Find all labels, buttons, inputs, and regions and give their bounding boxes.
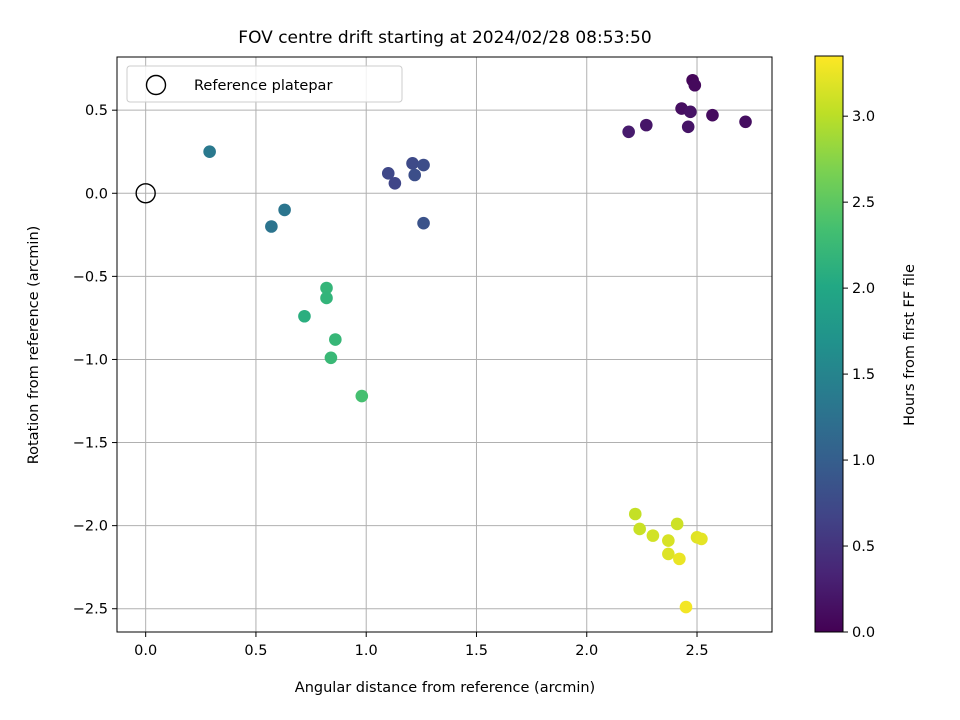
colorbar-tick-label: 1.0: [852, 453, 875, 469]
scatter-point: [684, 105, 697, 119]
x-tick-label: 1.5: [465, 643, 488, 659]
scatter-point: [673, 552, 686, 566]
legend: Reference platepar: [126, 65, 403, 103]
scatter-point: [203, 145, 216, 159]
grid-lines: [117, 57, 772, 632]
scatter-point: [329, 333, 342, 346]
scatter-point: [646, 529, 660, 542]
colorbar-label: Hours from first FF file: [902, 264, 918, 426]
y-tick-label: −2.5: [73, 602, 108, 618]
plot-area: [117, 57, 772, 632]
colorbar-ticks: 0.0 0.5 1.0 1.5 2.0 2.5 3.0: [843, 109, 875, 641]
legend-label: Reference platepar: [194, 78, 332, 94]
colorbar-tick-label: 3.0: [852, 109, 875, 125]
reference-point: [135, 183, 156, 204]
scatter-point: [633, 522, 646, 536]
legend-box: [126, 65, 403, 103]
y-tick-label: 0.0: [85, 186, 108, 202]
x-tick-label: 0.5: [244, 643, 267, 659]
legend-marker-open-circle: [145, 74, 167, 96]
scatter-point: [298, 309, 311, 323]
colorbar-tick-label: 0.5: [852, 539, 875, 555]
x-axis-label: Angular distance from reference (arcmin): [295, 680, 595, 696]
colorbar: [814, 55, 844, 633]
y-tick-label: 0.5: [85, 103, 108, 119]
scatter-point: [622, 125, 635, 139]
scatter-point: [320, 281, 333, 295]
y-axis-ticks: 0.5 0.0 −0.5 −1.0 −1.5 −2.0 −2.5: [73, 103, 117, 618]
y-tick-label: −1.5: [73, 436, 108, 452]
scatter-point: [670, 517, 684, 531]
scatter-point: [278, 203, 291, 217]
scatter-point: [639, 118, 653, 132]
scatter-point: [408, 168, 422, 182]
x-tick-label: 2.5: [685, 643, 708, 659]
chart-title: FOV centre drift starting at 2024/02/28 …: [238, 28, 651, 48]
scatter-point: [681, 120, 695, 134]
y-tick-label: −2.0: [73, 519, 108, 535]
scatter-point: [388, 177, 402, 190]
scatter-point: [381, 167, 395, 180]
scatter-point: [265, 220, 278, 233]
scatter-point: [739, 115, 752, 129]
x-tick-label: 2.0: [575, 643, 598, 659]
x-axis-ticks: 0.0 0.5 1.0 1.5 2.0 2.5: [134, 632, 709, 659]
x-tick-label: 1.0: [355, 643, 378, 659]
scatter-point: [417, 158, 430, 172]
scatter-point: [688, 78, 702, 92]
scatter-points: [135, 73, 752, 614]
colorbar-tick-label: 1.5: [852, 367, 875, 383]
scatter-point: [355, 389, 369, 403]
scatter-point: [662, 547, 675, 561]
scatter-point: [628, 507, 642, 521]
x-tick-label: 0.0: [134, 643, 157, 659]
colorbar-tick-label: 0.0: [852, 625, 875, 641]
scatter-point: [662, 534, 675, 547]
scatter-point: [679, 600, 693, 614]
colorbar-tick-label: 2.5: [852, 195, 875, 211]
scatter-point: [324, 351, 338, 365]
colorbar-tick-label: 2.0: [852, 281, 875, 297]
scatter-point: [695, 532, 708, 546]
scatter-point: [406, 157, 419, 170]
scatter-point: [320, 291, 333, 305]
y-tick-label: −0.5: [73, 269, 108, 285]
scatter-point: [706, 108, 719, 122]
plot-frame: [116, 56, 773, 633]
scatter-point: [417, 216, 430, 230]
y-tick-label: −1.0: [73, 352, 108, 368]
y-axis-label: Rotation from reference (arcmin): [26, 226, 42, 465]
